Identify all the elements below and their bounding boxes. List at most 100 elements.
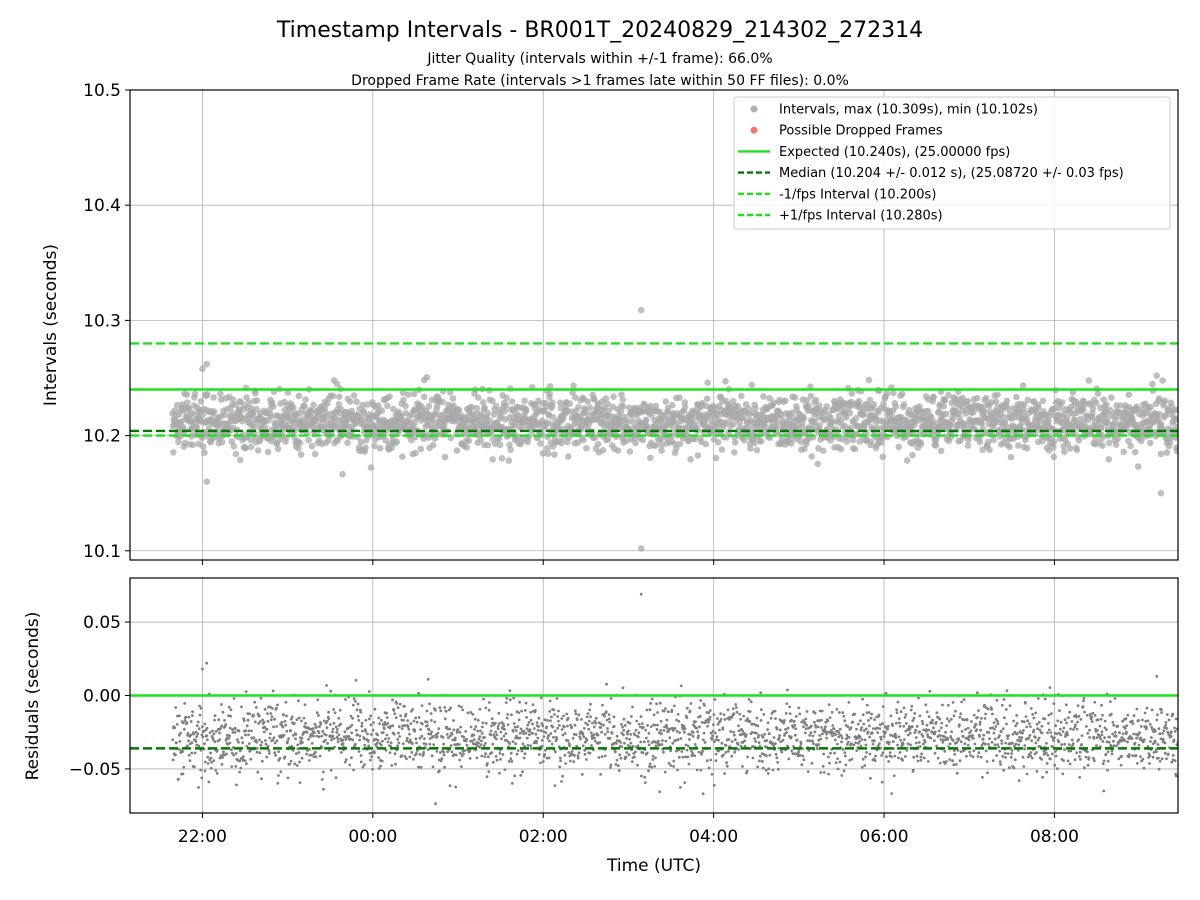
bottom-data-point: [588, 708, 592, 712]
bottom-data-point: [1017, 743, 1020, 747]
bottom-data-point: [435, 735, 439, 738]
bottom-data-point: [1031, 713, 1034, 716]
bottom-data-point: [568, 754, 572, 758]
bottom-data-point: [776, 767, 780, 771]
bottom-data-point: [537, 753, 541, 756]
bottom-data-point: [457, 704, 461, 708]
bottom-data-point: [573, 754, 576, 757]
bottom-data-point: [743, 744, 747, 748]
bottom-data-point: [259, 743, 263, 747]
top-data-point: [819, 447, 827, 455]
bottom-data-point: [1040, 724, 1044, 728]
bottom-data-point: [566, 739, 570, 743]
bottom-data-point: [408, 738, 412, 742]
bottom-data-point: [977, 751, 981, 755]
bottom-data-point: [586, 723, 589, 727]
bottom-data-point: [453, 736, 457, 740]
bottom-data-point: [895, 711, 899, 715]
top-data-point: [982, 394, 990, 402]
bottom-data-point: [961, 735, 965, 738]
bottom-data-point: [361, 765, 365, 769]
bottom-data-point: [350, 731, 354, 735]
bottom-data-point: [185, 721, 189, 724]
bottom-data-point: [531, 732, 534, 735]
bottom-data-point: [396, 738, 399, 741]
bottom-data-point: [476, 729, 480, 733]
bottom-data-point: [623, 724, 627, 727]
bottom-data-point: [837, 735, 841, 739]
bottom-data-point: [509, 751, 513, 755]
bottom-data-point: [652, 713, 656, 717]
top-data-point: [639, 436, 647, 444]
bottom-data-point: [472, 733, 476, 737]
bottom-data-point: [751, 745, 755, 748]
top-data-point: [605, 436, 612, 443]
top-data-point: [357, 438, 365, 446]
bottom-data-point: [714, 759, 718, 762]
bottom-data-point: [619, 756, 623, 760]
bottom-data-point: [460, 705, 463, 709]
bottom-data-point: [197, 727, 201, 730]
bottom-data-point: [306, 749, 309, 752]
bottom-data-point: [397, 725, 401, 729]
bottom-data-point: [1043, 717, 1047, 721]
bottom-data-point: [637, 722, 641, 726]
bottom-data-point: [544, 731, 548, 734]
bottom-data-point: [286, 739, 289, 743]
bottom-data-point: [932, 726, 935, 730]
bottom-data-point: [756, 724, 760, 728]
bottom-data-point: [841, 711, 845, 715]
bottom-data-point: [851, 720, 855, 724]
bottom-data-point: [807, 739, 811, 742]
top-data-point: [943, 410, 950, 418]
bottom-data-point: [481, 725, 484, 729]
bottom-data-point: [504, 701, 508, 704]
bottom-data-point: [592, 725, 596, 729]
bottom-data-point: [343, 760, 347, 764]
top-data-point: [828, 419, 836, 426]
bottom-data-point: [273, 717, 276, 721]
bottom-data-point: [956, 748, 960, 752]
bottom-data-point: [187, 739, 190, 743]
bottom-data-point: [820, 718, 823, 722]
top-data-point: [718, 446, 726, 453]
bottom-data-point: [356, 702, 360, 706]
bottom-data-point: [203, 760, 207, 764]
bottom-data-point: [429, 712, 433, 715]
bottom-data-point: [984, 712, 987, 716]
bottom-data-point: [683, 730, 686, 734]
bottom-data-point: [186, 744, 189, 748]
bottom-data-point: [1063, 742, 1066, 746]
top-data-point: [945, 391, 952, 399]
bottom-data-point: [563, 753, 567, 757]
bottom-data-point: [730, 740, 734, 743]
top-data-point: [662, 398, 670, 405]
bottom-data-point: [282, 733, 286, 737]
bottom-data-point: [508, 689, 512, 692]
bottom-data-point: [270, 707, 274, 710]
bottom-data-point: [392, 732, 396, 736]
bottom-data-point: [1045, 762, 1049, 765]
top-data-point: [410, 390, 418, 398]
bottom-data-point: [934, 720, 938, 724]
bottom-data-point: [635, 719, 639, 723]
bottom-data-point: [256, 770, 260, 774]
bottom-data-point: [231, 728, 234, 731]
bottom-data-point: [1029, 707, 1033, 710]
bottom-data-point: [951, 759, 954, 763]
bottom-data-point: [927, 715, 931, 719]
bottom-data-point: [691, 731, 695, 734]
bottom-data-point: [366, 740, 370, 743]
top-data-point: [973, 394, 981, 402]
top-data-point: [247, 443, 255, 451]
bottom-data-point: [952, 739, 955, 742]
bottom-data-point: [790, 749, 794, 753]
bottom-data-point: [972, 737, 975, 740]
bottom-data-point: [337, 716, 341, 720]
bottom-data-point: [294, 737, 297, 741]
bottom-data-point: [516, 749, 520, 752]
bottom-data-point: [1018, 736, 1021, 739]
bottom-data-point: [667, 761, 671, 765]
bottom-data-point: [830, 729, 833, 732]
bottom-data-point: [1008, 766, 1011, 770]
